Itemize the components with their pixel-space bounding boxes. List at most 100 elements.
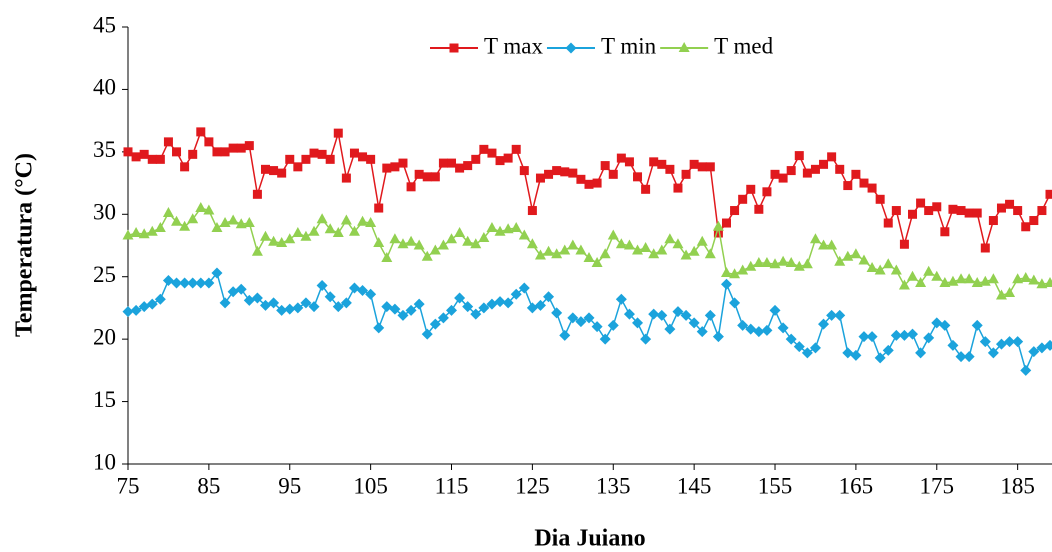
- marker: [641, 184, 651, 194]
- marker: [891, 206, 901, 216]
- marker: [599, 248, 611, 259]
- marker: [915, 276, 927, 287]
- legend-item: T max: [430, 33, 543, 58]
- marker: [835, 164, 845, 174]
- marker: [243, 217, 255, 228]
- marker: [454, 292, 466, 304]
- marker: [293, 162, 303, 172]
- marker: [1028, 346, 1040, 358]
- marker: [591, 256, 603, 267]
- marker: [518, 229, 530, 240]
- marker: [704, 309, 716, 321]
- marker: [390, 162, 400, 172]
- marker: [688, 317, 700, 329]
- marker: [462, 301, 474, 313]
- marker: [340, 297, 352, 309]
- marker: [430, 172, 440, 182]
- marker: [623, 239, 635, 250]
- marker: [753, 256, 765, 267]
- legend-label: T med: [714, 33, 773, 58]
- marker: [649, 157, 659, 167]
- marker: [269, 166, 279, 176]
- marker: [349, 148, 359, 158]
- marker: [567, 239, 579, 250]
- marker: [1012, 273, 1024, 284]
- marker: [251, 245, 263, 256]
- marker: [204, 137, 214, 147]
- y-tick-label: 10: [93, 449, 116, 474]
- marker: [413, 239, 425, 250]
- marker: [187, 277, 199, 289]
- marker: [235, 218, 247, 229]
- y-tick-label: 45: [93, 12, 116, 37]
- marker: [826, 309, 838, 321]
- marker: [834, 309, 846, 321]
- marker: [648, 308, 660, 320]
- marker: [171, 215, 183, 226]
- marker: [235, 283, 247, 295]
- marker: [810, 164, 820, 174]
- marker: [284, 233, 296, 244]
- marker: [518, 282, 530, 294]
- marker: [615, 293, 627, 305]
- marker: [964, 208, 974, 218]
- marker: [147, 154, 157, 164]
- marker: [818, 239, 830, 250]
- marker: [898, 279, 910, 290]
- marker: [495, 156, 505, 166]
- marker: [899, 239, 909, 249]
- marker: [681, 169, 691, 179]
- marker: [534, 249, 546, 260]
- marker: [850, 349, 862, 361]
- marker: [963, 273, 975, 284]
- marker: [131, 152, 141, 162]
- marker: [138, 301, 150, 313]
- marker: [389, 303, 401, 315]
- marker: [519, 166, 529, 176]
- marker: [276, 237, 288, 248]
- marker: [1028, 274, 1040, 285]
- marker: [576, 174, 586, 184]
- marker: [883, 218, 893, 228]
- y-tick-label: 35: [93, 137, 116, 162]
- marker: [559, 244, 571, 255]
- marker: [980, 243, 990, 253]
- marker: [502, 223, 514, 234]
- marker: [568, 168, 578, 178]
- marker: [664, 323, 676, 335]
- y-tick-label: 40: [93, 75, 116, 100]
- marker: [567, 312, 579, 324]
- marker: [1029, 216, 1039, 226]
- marker: [664, 233, 676, 244]
- marker: [486, 222, 498, 233]
- marker: [794, 151, 804, 161]
- marker: [292, 227, 304, 238]
- marker: [648, 248, 660, 259]
- marker: [552, 166, 562, 176]
- marker: [712, 331, 724, 343]
- marker: [503, 153, 513, 163]
- marker: [721, 218, 731, 228]
- marker: [979, 336, 991, 348]
- marker: [777, 255, 789, 266]
- x-tick-label: 135: [596, 473, 631, 498]
- marker: [219, 297, 231, 309]
- marker: [956, 206, 966, 216]
- marker: [494, 296, 506, 308]
- marker: [341, 173, 351, 183]
- marker: [575, 244, 587, 255]
- marker: [616, 153, 626, 163]
- marker: [720, 266, 732, 277]
- x-tick-label: 175: [920, 473, 955, 498]
- marker: [608, 169, 618, 179]
- marker: [449, 43, 459, 53]
- marker: [479, 144, 489, 154]
- marker: [228, 143, 238, 153]
- marker: [478, 232, 490, 243]
- marker: [163, 137, 173, 147]
- marker: [963, 351, 975, 363]
- marker: [672, 306, 684, 318]
- marker: [300, 297, 312, 309]
- series-line: [127, 130, 1051, 251]
- x-tick-label: 85: [197, 473, 220, 498]
